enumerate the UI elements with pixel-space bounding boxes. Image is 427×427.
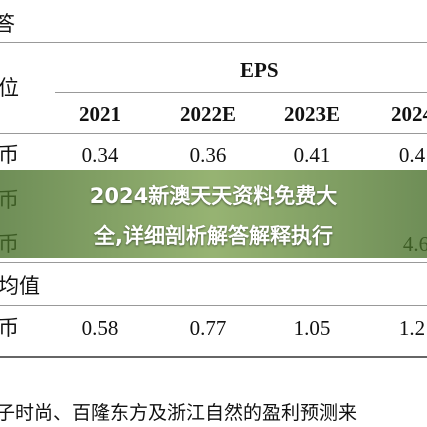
rule (0, 305, 427, 306)
overlay-title: 2024新澳天天资料免费大 (89, 184, 338, 208)
rule (55, 92, 427, 93)
unit-label: 位 (0, 76, 19, 100)
footer-text: 子时尚、百隆东方及浙江自然的盈利预测来 (0, 403, 358, 424)
corner-text: 答 (0, 12, 15, 36)
column-header: 2021 (79, 102, 121, 126)
rule (0, 42, 427, 43)
overlay-banner (0, 170, 427, 258)
row-label: 均值 (0, 274, 40, 298)
column-header: 2023E (283, 102, 341, 126)
column-header: 2022E (179, 102, 237, 126)
row-label: 币 (0, 316, 19, 340)
row-label: 币 (0, 143, 19, 167)
rule (0, 356, 427, 358)
cell: 0.41 (293, 143, 331, 167)
cell: 0.4 (398, 143, 426, 167)
cell: 0.34 (81, 143, 119, 167)
cell: 0.58 (81, 316, 119, 340)
cell: 1.2 (398, 316, 426, 340)
overlay-title: 全,详细剖析解答解释执行 (94, 224, 333, 248)
group-header: EPS (240, 58, 279, 82)
cell: 0.36 (189, 143, 227, 167)
cell: 1.05 (293, 316, 331, 340)
rule (0, 262, 427, 263)
cell: 0.77 (189, 316, 227, 340)
rule (0, 133, 427, 134)
column-header: 2024 (391, 102, 427, 126)
